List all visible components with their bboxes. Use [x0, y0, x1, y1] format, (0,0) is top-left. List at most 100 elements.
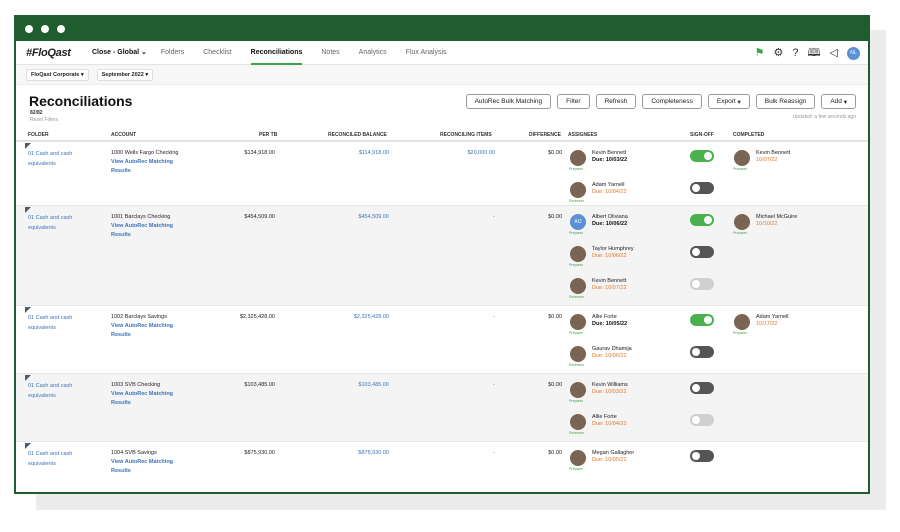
completed-name: Kevin Bennett: [756, 150, 791, 156]
result-count: 82/82: [30, 110, 43, 116]
row-marker-icon: [25, 307, 31, 313]
flag-icon[interactable]: ⚑: [754, 46, 765, 59]
autorec-link[interactable]: View AutoRec Matching Results: [111, 223, 174, 238]
due-date: Due: 10/04/22: [592, 421, 627, 427]
col-difference[interactable]: DIFFERENCE: [529, 132, 561, 138]
signoff-toggle[interactable]: [690, 150, 714, 162]
book-icon[interactable]: 🕮: [807, 46, 821, 59]
col-reconciled-balance[interactable]: RECONCILED BALANCE: [328, 132, 387, 138]
per-tb-value: $454,509.00: [244, 214, 275, 220]
gear-icon[interactable]: ⚙: [773, 46, 784, 59]
assignee-role: Reviewer: [569, 199, 584, 203]
signoff-toggle[interactable]: [690, 314, 714, 326]
reconciled-balance-link[interactable]: $114,918.00: [358, 150, 389, 156]
signoff-toggle[interactable]: [690, 278, 714, 290]
refresh-button[interactable]: Refresh: [595, 94, 637, 109]
table-row[interactable]: 01 Cash and cash equivalents 1004 SVB Sav…: [16, 441, 868, 481]
signoff-toggle[interactable]: [690, 246, 714, 258]
table-row[interactable]: 01 Cash and cash equivalents 1000 Wells F…: [16, 141, 868, 205]
account-cell: 1000 Wells Fargo Checking View AutoRec Ma…: [111, 149, 183, 176]
close-selector[interactable]: Close - Global ⌄: [92, 48, 147, 56]
nav-checklist[interactable]: Checklist: [203, 48, 232, 56]
col-folder[interactable]: FOLDER: [28, 132, 49, 138]
filter-button[interactable]: Filter: [557, 94, 590, 109]
col-assignees[interactable]: ASSIGNEES: [568, 132, 598, 138]
bulk-reassign-button[interactable]: Bulk Reassign: [755, 94, 816, 109]
user-avatar[interactable]: NL: [847, 46, 860, 60]
folder-link[interactable]: 01 Cash and cash equivalents: [28, 315, 73, 331]
avatar: [734, 314, 750, 330]
reconciling-items-link[interactable]: $20,000.00: [467, 150, 495, 156]
signoff-toggle[interactable]: [690, 214, 714, 226]
avatar: [570, 382, 586, 398]
reconciled-balance-link[interactable]: $875,930.00: [358, 450, 389, 456]
assignee-name: Albert Oliviana: [592, 214, 628, 220]
nav-reconciliations[interactable]: Reconciliations: [250, 41, 302, 65]
nav-analytics[interactable]: Analytics: [358, 48, 387, 56]
megaphone-icon[interactable]: ◁: [829, 46, 838, 59]
reconciled-balance-link[interactable]: $2,325,428.00: [353, 314, 389, 320]
toggle-knob: [692, 348, 700, 356]
toggle-knob: [692, 248, 700, 256]
completeness-button[interactable]: Completeness: [642, 94, 702, 109]
reconciled-balance-link[interactable]: $103,485.00: [358, 382, 389, 388]
reconciling-items-link[interactable]: -: [493, 382, 495, 388]
period-selector[interactable]: September 2022 ▾: [96, 68, 154, 81]
assignee-name: Allie Forte: [592, 414, 617, 420]
due-date: Due: 10/06/22: [592, 353, 627, 359]
completed-date: 10/17/22: [756, 321, 778, 327]
assignee-name: Megan Gallagher: [592, 450, 635, 456]
col-per-tb[interactable]: PER TB: [259, 132, 278, 138]
assignee-role: Reviewer: [569, 363, 584, 367]
col-account[interactable]: ACCOUNT: [111, 132, 136, 138]
signoff-toggle[interactable]: [690, 414, 714, 426]
autorec-bulk-matching-button[interactable]: AutoRec Bulk Matching: [465, 94, 552, 109]
reconciled-balance-link[interactable]: $454,509.00: [358, 214, 389, 220]
signoff-toggle[interactable]: [690, 450, 714, 462]
col-sign-off[interactable]: SIGN-OFF: [690, 132, 714, 138]
window-dot[interactable]: [25, 25, 33, 33]
assignee-name: Adam Yarnell: [592, 182, 625, 188]
floqast-logo[interactable]: #FloQast: [26, 46, 71, 59]
autorec-link[interactable]: View AutoRec Matching Results: [111, 159, 174, 174]
reconciling-items-link[interactable]: -: [493, 450, 495, 456]
nav-notes[interactable]: Notes: [321, 48, 340, 56]
table-row[interactable]: 01 Cash and cash equivalents 1003 SVB Che…: [16, 373, 868, 441]
window-dot[interactable]: [57, 25, 65, 33]
help-icon[interactable]: ?: [792, 46, 799, 59]
assignee-role: Preparer: [569, 231, 583, 235]
per-tb-value: $2,325,428.00: [239, 314, 275, 320]
signoff-toggle[interactable]: [690, 182, 714, 194]
folder-link[interactable]: 01 Cash and cash equivalents: [28, 383, 73, 399]
folder-link[interactable]: 01 Cash and cash equivalents: [28, 215, 73, 231]
account-name: 1001 Barclays Checking: [111, 214, 171, 220]
nav-flux-analysis[interactable]: Flux Analysis: [405, 48, 447, 56]
avatar: [734, 214, 750, 230]
per-tb-value: $103,485.00: [244, 382, 275, 388]
folder-link[interactable]: 01 Cash and cash equivalents: [28, 151, 73, 167]
col-reconciling-items[interactable]: RECONCILING ITEMS: [440, 132, 492, 138]
folder-link[interactable]: 01 Cash and cash equivalents: [28, 451, 73, 467]
avatar: [734, 150, 750, 166]
completed-date: 10/10/22: [756, 221, 778, 227]
entity-selector[interactable]: FloQast Corporate ▾: [26, 68, 89, 81]
table-row[interactable]: 01 Cash and cash equivalents 1001 Barclay…: [16, 205, 868, 305]
completed-role: Preparer: [733, 331, 747, 335]
signoff-toggle[interactable]: [690, 346, 714, 358]
difference-value: $0.00: [548, 150, 562, 156]
autorec-link[interactable]: View AutoRec Matching Results: [111, 323, 174, 338]
window-dot[interactable]: [41, 25, 49, 33]
export-button[interactable]: Export ▾: [707, 94, 750, 109]
reset-filters-link[interactable]: Reset Filters: [30, 117, 59, 123]
autorec-link[interactable]: View AutoRec Matching Results: [111, 459, 174, 474]
reconciling-items-link[interactable]: -: [493, 214, 495, 220]
avatar: [570, 246, 586, 262]
nav-folders[interactable]: Folders: [160, 48, 185, 56]
reconciling-items-link[interactable]: -: [493, 314, 495, 320]
page-header: Reconciliations 82/82 Reset Filters Auto…: [16, 85, 868, 127]
autorec-link[interactable]: View AutoRec Matching Results: [111, 391, 174, 406]
add-button[interactable]: Add ▾: [821, 94, 856, 109]
col-completed[interactable]: COMPLETED: [733, 132, 765, 138]
signoff-toggle[interactable]: [690, 382, 714, 394]
table-row[interactable]: 01 Cash and cash equivalents 1002 Barclay…: [16, 305, 868, 373]
